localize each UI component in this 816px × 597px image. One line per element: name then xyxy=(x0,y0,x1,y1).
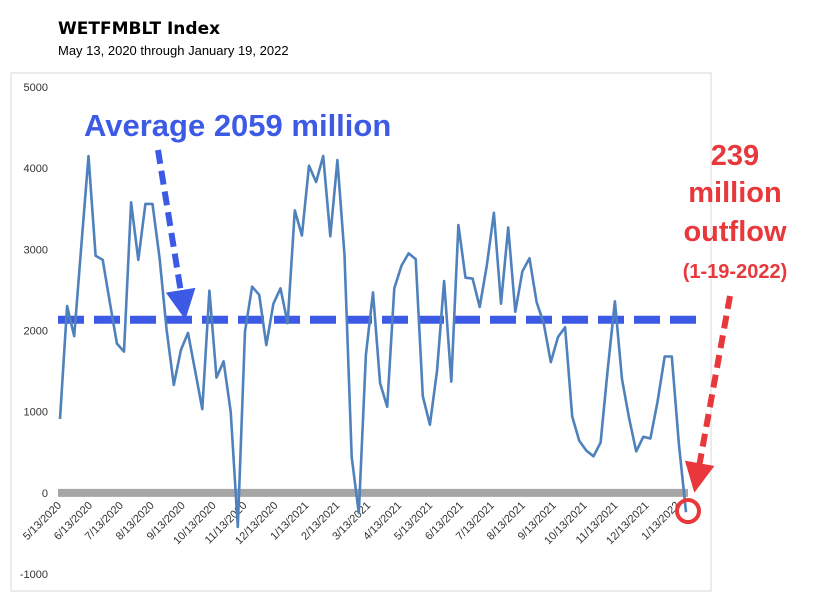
average-arrow xyxy=(155,149,196,320)
y-tick-label: 4000 xyxy=(24,163,48,175)
y-tick-label: 3000 xyxy=(24,244,48,256)
outflow-arrow xyxy=(684,295,733,493)
y-tick-label: 1000 xyxy=(24,407,48,419)
y-tick-label: -1000 xyxy=(20,569,48,581)
outflow-value: 239 xyxy=(711,140,759,172)
y-tick-label: 2000 xyxy=(24,326,48,338)
plot-area xyxy=(10,72,712,592)
chart-subtitle: May 13, 2020 through January 19, 2022 xyxy=(58,43,289,58)
chart-title: WETFMBLT Index xyxy=(58,19,220,39)
outflow-highlight-circle xyxy=(675,498,701,524)
outflow-unit: million xyxy=(688,177,781,209)
outflow-label: outflow xyxy=(683,216,787,248)
y-axis: 5000 4000 3000 2000 1000 0 -1000 xyxy=(20,82,48,581)
y-tick-label: 0 xyxy=(42,488,48,500)
average-annotation: Average 2059 million xyxy=(84,108,391,143)
outflow-date: (1-19-2022) xyxy=(683,261,788,283)
y-tick-label: 5000 xyxy=(24,82,48,94)
series-line xyxy=(58,154,688,529)
